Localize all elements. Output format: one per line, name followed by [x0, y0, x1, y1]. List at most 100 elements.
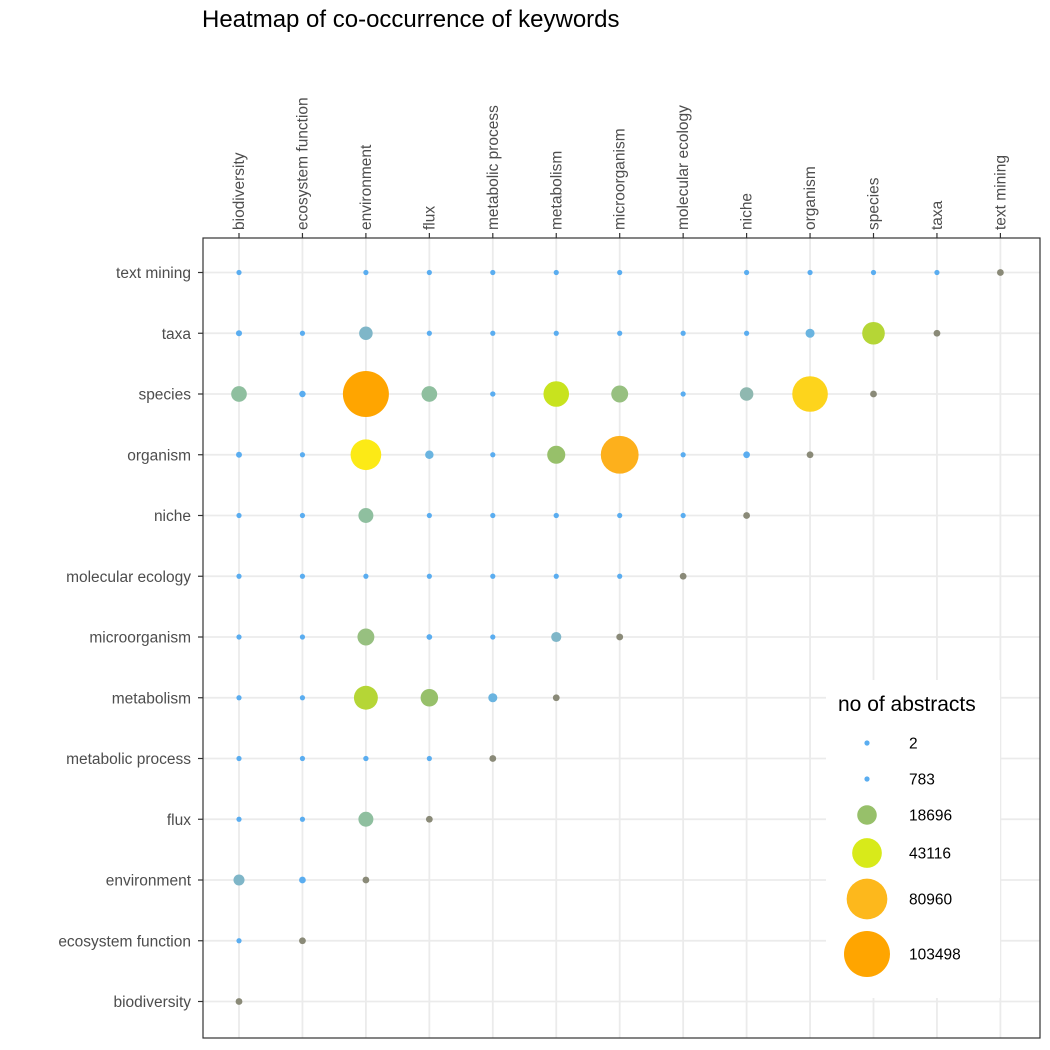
- point-ecosystem-function-flux: [299, 816, 306, 822]
- point-biodiversity-biodiversity: [235, 998, 243, 1005]
- point-niche-text-mining: [744, 269, 750, 276]
- point-metabolic-process-niche: [490, 512, 496, 519]
- point-metabolism-taxa: [553, 330, 559, 336]
- chart-title: Heatmap of co-occurrence of keywords: [202, 6, 620, 33]
- legend-key-783: [864, 776, 870, 782]
- point-ecosystem-function-taxa: [299, 330, 306, 336]
- point-ecosystem-function-species: [299, 390, 306, 398]
- point-flux-organism: [425, 450, 434, 459]
- point-species-species: [870, 390, 877, 398]
- point-flux-text-mining: [426, 269, 432, 276]
- point-ecosystem-function-niche: [299, 512, 306, 519]
- point-biodiversity-ecosystem-function: [236, 938, 242, 944]
- point-biodiversity-text-mining: [236, 269, 242, 276]
- point-microorganism-niche: [617, 512, 623, 519]
- legend-title: no of abstracts: [838, 693, 976, 716]
- legend-label-103498: 103498: [909, 947, 961, 964]
- x-tick-label-ecosystem-function: ecosystem function: [294, 97, 311, 230]
- legend-key-43116: [852, 838, 882, 868]
- point-microorganism-species: [611, 385, 629, 403]
- point-flux-flux: [425, 815, 433, 823]
- legend-label-2: 2: [909, 736, 918, 753]
- legend-key-103498: [844, 931, 890, 977]
- point-biodiversity-species: [231, 386, 247, 402]
- legend-label-80960: 80960: [909, 892, 952, 909]
- point-niche-niche: [743, 512, 750, 519]
- point-environment-metabolism: [353, 685, 378, 710]
- x-tick-label-organism: organism: [802, 166, 819, 230]
- y-tick-label-text-mining: text mining: [116, 265, 191, 282]
- y-tick-label-molecular-ecology: molecular ecology: [66, 569, 191, 586]
- point-environment-molecular-ecology: [363, 573, 369, 579]
- x-tick-label-text-mining: text mining: [992, 155, 1009, 230]
- point-taxa-text-mining: [934, 269, 940, 276]
- y-tick-label-environment: environment: [106, 873, 192, 890]
- point-microorganism-microorganism: [616, 633, 624, 641]
- point-biodiversity-metabolic-process: [236, 755, 242, 762]
- point-metabolism-niche: [553, 512, 559, 519]
- legend-key-80960: [846, 878, 888, 920]
- data-points: [231, 269, 1004, 1005]
- point-metabolic-process-text-mining: [490, 269, 496, 276]
- x-tick-label-environment: environment: [358, 144, 375, 230]
- y-tick-label-metabolic-process: metabolic process: [66, 751, 191, 768]
- point-metabolic-process-microorganism: [490, 634, 496, 640]
- legend-key-2: [864, 740, 870, 746]
- point-environment-organism: [350, 439, 382, 471]
- point-biodiversity-microorganism: [236, 634, 242, 640]
- y-tick-label-species: species: [138, 387, 191, 404]
- point-metabolic-process-species: [490, 391, 496, 397]
- x-tick-label-biodiversity: biodiversity: [231, 152, 248, 230]
- point-organism-species: [792, 376, 828, 412]
- point-ecosystem-function-metabolic-process: [299, 755, 306, 762]
- point-environment-flux: [358, 811, 374, 827]
- point-organism-organism: [806, 451, 814, 459]
- point-environment-microorganism: [357, 628, 375, 646]
- legend-key-18696: [857, 805, 877, 825]
- point-biodiversity-flux: [236, 816, 242, 822]
- point-metabolic-process-organism: [490, 452, 496, 458]
- point-environment-species: [342, 371, 389, 417]
- x-axis: biodiversity ecosystem function environmen…: [231, 97, 1009, 238]
- point-molecular-ecology-niche: [680, 512, 686, 519]
- x-tick-label-metabolic-process: metabolic process: [485, 105, 502, 230]
- point-microorganism-text-mining: [617, 269, 623, 276]
- point-niche-species: [739, 387, 754, 401]
- y-tick-label-niche: niche: [154, 508, 191, 525]
- point-environment-metabolic-process: [363, 755, 369, 762]
- point-biodiversity-molecular-ecology: [236, 573, 242, 579]
- point-flux-taxa: [426, 330, 432, 336]
- point-biodiversity-metabolism: [236, 695, 242, 701]
- point-text-mining-text-mining: [997, 269, 1004, 276]
- x-tick-label-species: species: [866, 177, 883, 230]
- point-ecosystem-function-environment: [299, 876, 306, 884]
- point-ecosystem-function-ecosystem-function: [299, 937, 306, 945]
- point-species-text-mining: [870, 269, 877, 276]
- legend: no of abstracts 2 783 18696 43116 80960 103498: [826, 680, 1000, 998]
- y-tick-label-microorganism: microorganism: [89, 630, 191, 647]
- point-organism-taxa: [805, 328, 815, 338]
- point-metabolism-microorganism: [551, 631, 562, 643]
- y-tick-label-biodiversity: biodiversity: [113, 994, 191, 1011]
- point-flux-species: [421, 386, 438, 402]
- point-taxa-taxa: [933, 329, 941, 337]
- point-ecosystem-function-microorganism: [299, 634, 306, 640]
- point-environment-text-mining: [363, 269, 369, 276]
- point-flux-metabolism: [420, 688, 439, 707]
- y-tick-label-taxa: taxa: [162, 326, 192, 343]
- point-environment-environment: [362, 876, 370, 884]
- point-molecular-ecology-taxa: [680, 330, 686, 336]
- x-tick-label-metabolism: metabolism: [548, 151, 565, 230]
- x-tick-label-flux: flux: [421, 206, 438, 230]
- point-molecular-ecology-molecular-ecology: [679, 572, 687, 580]
- point-metabolism-species: [543, 381, 570, 407]
- panel-border: [202, 237, 1041, 1039]
- point-biodiversity-organism: [236, 451, 242, 458]
- point-metabolic-process-taxa: [490, 330, 496, 336]
- point-biodiversity-environment: [233, 874, 245, 886]
- y-tick-label-ecosystem-function: ecosystem function: [58, 933, 191, 950]
- point-metabolic-process-metabolism: [488, 693, 498, 703]
- x-tick-label-molecular-ecology: molecular ecology: [675, 105, 692, 230]
